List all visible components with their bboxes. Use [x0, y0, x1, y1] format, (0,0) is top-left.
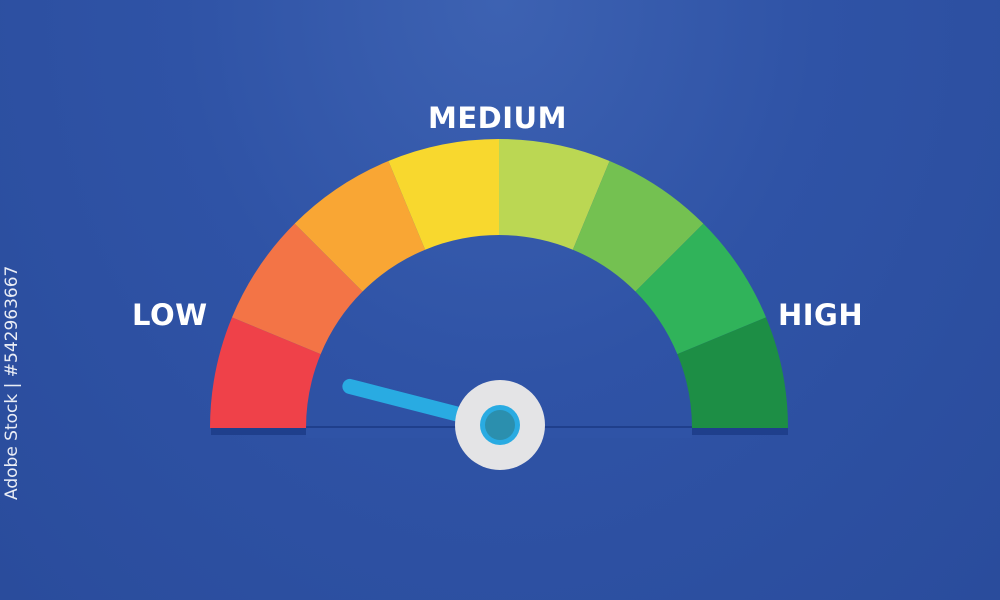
watermark-stock-id: Adobe Stock | #542963667 [2, 265, 22, 500]
gauge-segment-8 [677, 317, 788, 428]
label-low: LOW [132, 298, 208, 332]
gauge-segment-5 [499, 139, 610, 250]
gauge-segment-2 [231, 223, 363, 355]
gauge-segment-7 [635, 223, 767, 355]
needle-hub-center [485, 410, 515, 440]
gauge-segment-6 [572, 160, 704, 292]
label-high: HIGH [778, 298, 864, 332]
label-medium: MEDIUM [428, 101, 567, 135]
gauge-segments [210, 139, 788, 428]
gauge-segment-4 [388, 139, 499, 250]
gauge-segment-1 [210, 317, 321, 428]
gauge-segment-3 [294, 160, 426, 292]
